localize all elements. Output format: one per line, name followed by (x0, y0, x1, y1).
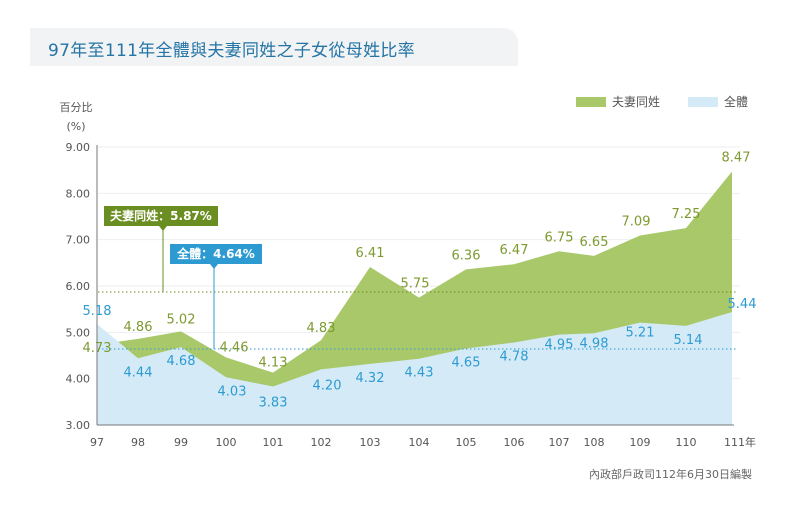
x-tick-label: 99 (174, 436, 188, 449)
x-tick-label: 100 (216, 436, 237, 449)
data-label-overall: 3.83 (259, 396, 288, 411)
data-label-overall: 5.21 (626, 326, 655, 341)
x-tick-label: 110 (676, 436, 697, 449)
data-label-overall: 4.43 (405, 366, 434, 381)
legend-swatch-couple-same-surname (576, 97, 606, 107)
data-label-overall: 5.14 (674, 333, 703, 348)
data-label-couple-same-surname: 4.13 (259, 356, 288, 371)
x-tick-label: 105 (456, 436, 477, 449)
x-tick-label: 104 (409, 436, 430, 449)
y-tick-label: 7.00 (66, 234, 91, 247)
callout-pointer (159, 226, 167, 231)
data-label-couple-same-surname: 4.73 (83, 341, 112, 356)
data-label-overall: 4.68 (167, 354, 196, 369)
chart-title-bar: 97年至111年全體與夫妻同姓之子女從母姓比率 (30, 28, 518, 66)
legend: 夫妻同姓 全體 (576, 94, 748, 109)
callout-label: 全體：4.64% (176, 246, 255, 261)
data-label-couple-same-surname: 4.46 (220, 340, 249, 355)
data-label-couple-same-surname: 6.36 (452, 248, 481, 263)
data-label-couple-same-surname: 6.41 (356, 246, 385, 261)
x-tick-label: 111年 (724, 435, 756, 449)
data-label-couple-same-surname: 4.83 (307, 321, 336, 336)
legend-label-overall: 全體 (724, 94, 748, 109)
callout-couple-same-surname: 夫妻同姓：5.87% (104, 206, 218, 293)
data-label-overall: 4.03 (218, 384, 247, 399)
y-tick-label: 5.00 (66, 326, 91, 339)
data-labels: 4.73 4.86 5.02 4.46 4.13 4.83 6.41 5.75 6.36 6.47… (83, 151, 757, 411)
data-label-overall: 4.98 (580, 336, 609, 351)
data-label-overall: 4.44 (124, 365, 153, 380)
data-label-overall: 4.95 (545, 338, 574, 353)
data-label-overall: 4.32 (356, 371, 385, 386)
y-tick-label: 8.00 (66, 187, 91, 200)
callout-box (170, 244, 262, 264)
data-label-couple-same-surname: 5.75 (401, 277, 430, 292)
y-tick-label: 9.00 (66, 141, 91, 154)
data-label-overall: 4.78 (500, 350, 529, 365)
reference-lines: 夫妻同姓：5.87% 全體：4.64% (98, 206, 736, 350)
data-label-couple-same-surname: 6.75 (545, 230, 574, 245)
data-label-overall: 5.44 (728, 297, 757, 312)
x-tick-label: 103 (360, 436, 381, 449)
data-label-couple-same-surname: 8.47 (722, 151, 751, 166)
data-label-couple-same-surname: 7.09 (622, 214, 651, 229)
x-tick-label: 106 (504, 436, 525, 449)
x-tick-label: 97 (90, 436, 104, 449)
callout-box (104, 206, 218, 226)
data-label-overall: 4.20 (313, 378, 342, 393)
y-tick-label: 3.00 (66, 419, 91, 432)
y-tick-label: 4.00 (66, 373, 91, 386)
callout-label: 夫妻同姓：5.87% (109, 208, 212, 223)
data-label-couple-same-surname: 6.47 (500, 243, 529, 258)
x-tick-label: 101 (263, 436, 284, 449)
axes: 3.00 4.00 5.00 6.00 7.00 8.00 9.00 97 98 99 100 101… (66, 141, 757, 449)
x-tick-label: 108 (584, 436, 605, 449)
x-tick-label: 102 (311, 436, 332, 449)
area-overall (97, 311, 732, 425)
data-label-couple-same-surname: 5.02 (167, 312, 196, 327)
legend-label-couple-same-surname: 夫妻同姓 (612, 95, 660, 109)
data-label-couple-same-surname: 4.86 (124, 320, 153, 335)
data-label-overall: 5.18 (83, 304, 112, 319)
y-axis-label-line1: 百分比 (60, 101, 93, 114)
callout-pointer (210, 264, 218, 269)
x-tick-label: 109 (630, 436, 651, 449)
series-areas (97, 171, 732, 425)
data-label-overall: 4.65 (452, 356, 481, 371)
legend-swatch-overall (688, 97, 718, 107)
x-tick-label: 98 (131, 436, 145, 449)
chart-title: 97年至111年全體與夫妻同姓之子女從母姓比率 (48, 41, 415, 61)
data-label-couple-same-surname: 7.25 (672, 207, 701, 222)
y-tick-label: 6.00 (66, 280, 91, 293)
x-tick-label: 107 (549, 436, 570, 449)
y-axis-label-line2: (%) (66, 120, 85, 133)
data-label-couple-same-surname: 6.65 (580, 235, 609, 250)
callout-overall: 全體：4.64% (170, 244, 262, 350)
source-note: 內政部戶政司112年6月30日編製 (589, 467, 752, 481)
